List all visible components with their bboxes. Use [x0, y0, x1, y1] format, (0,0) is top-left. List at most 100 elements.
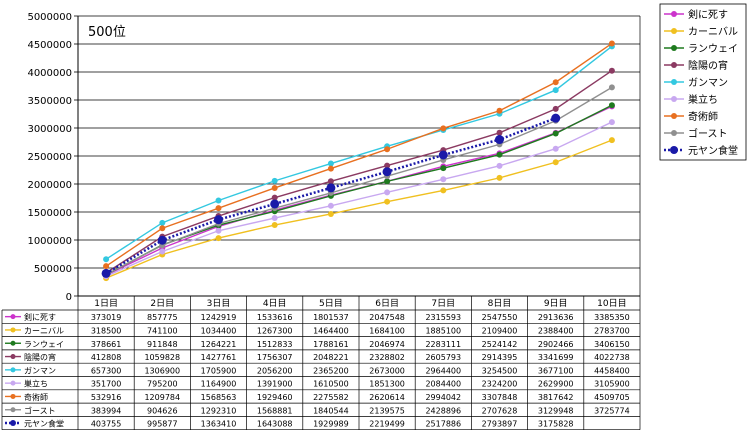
- data-label: 2783700: [594, 326, 630, 335]
- data-point: [552, 159, 559, 166]
- data-label: 995877: [147, 420, 178, 429]
- series-line: [105, 121, 613, 277]
- legend-swatch-marker: [671, 113, 677, 119]
- data-point: [159, 248, 166, 255]
- x-tick-label: 5日目: [319, 298, 343, 309]
- data-point: [496, 129, 503, 136]
- data-point: [438, 150, 448, 160]
- data-label: 1788161: [313, 340, 349, 349]
- data-label: 2673000: [369, 366, 405, 375]
- data-label: 2707628: [482, 406, 518, 415]
- y-tick-label: 1500000: [27, 208, 72, 219]
- data-label: 2620614: [369, 393, 405, 402]
- data-point: [270, 199, 280, 209]
- series-line: [105, 42, 613, 267]
- data-label: 2964400: [425, 366, 461, 375]
- data-label: 1059828: [144, 353, 180, 362]
- data-point: [440, 125, 447, 132]
- data-label: 2109400: [482, 326, 518, 335]
- y-tick-label: 3000000: [27, 124, 72, 135]
- legend-swatch-marker: [671, 45, 677, 51]
- data-point: [327, 165, 334, 172]
- data-point: [496, 162, 503, 169]
- data-point: [382, 167, 392, 177]
- table-row-swatch-marker: [10, 354, 16, 360]
- data-point: [440, 176, 447, 183]
- series-6: [103, 119, 615, 280]
- data-label: 3129948: [538, 406, 574, 415]
- data-point: [214, 215, 223, 225]
- data-point: [157, 235, 167, 245]
- data-point: [608, 102, 615, 109]
- data-label: 3817642: [538, 393, 574, 402]
- legend-swatch-marker: [671, 130, 677, 136]
- data-label: 2428896: [425, 406, 461, 415]
- data-label: 378661: [91, 340, 122, 349]
- data-label: 403755: [91, 420, 122, 429]
- series-7: [103, 40, 615, 270]
- data-label: 2605793: [425, 353, 461, 362]
- data-point: [552, 79, 559, 86]
- data-label: 1391900: [257, 380, 293, 389]
- data-label: 3105900: [594, 380, 630, 389]
- data-label: 3341699: [538, 353, 574, 362]
- data-point: [215, 205, 222, 212]
- table-row-swatch-marker: [10, 380, 16, 386]
- data-label: 1306900: [144, 366, 180, 375]
- data-point: [384, 198, 391, 205]
- data-label: 911848: [147, 340, 178, 349]
- data-point: [384, 189, 391, 196]
- legend-label: ゴースト: [688, 127, 728, 140]
- data-point: [271, 194, 278, 201]
- table-row-label: カーニバル: [24, 326, 64, 335]
- x-tick-label: 9日目: [544, 298, 568, 309]
- data-point: [103, 263, 110, 270]
- data-point: [496, 174, 503, 181]
- table-row-swatch-marker: [10, 340, 16, 346]
- data-label: 1512833: [257, 340, 293, 349]
- data-label: 1209784: [144, 393, 180, 402]
- series-line: [105, 86, 613, 276]
- data-label: 1643088: [257, 420, 293, 429]
- data-label: 1292310: [201, 406, 237, 415]
- y-tick-label: 0: [66, 292, 72, 303]
- data-label: 318500: [91, 326, 122, 335]
- legend-label: 剣に死す: [688, 9, 728, 21]
- legend-label: 巣立ち: [688, 93, 718, 106]
- legend-swatch-marker: [671, 28, 677, 34]
- data-point: [552, 87, 559, 94]
- y-tick-label: 2500000: [27, 152, 72, 163]
- data-point: [552, 145, 559, 152]
- table-row-label: 巣立ち: [24, 379, 48, 389]
- legend-label: 元ヤン食堂: [688, 144, 738, 157]
- x-tick-label: 3日目: [207, 298, 231, 309]
- data-point: [159, 219, 166, 226]
- data-label: 3385350: [594, 313, 630, 322]
- data-point: [103, 256, 110, 263]
- data-point: [608, 67, 615, 74]
- data-label: 2084400: [425, 380, 461, 389]
- table-row-label: ランウェイ: [24, 340, 64, 349]
- data-label: 1929989: [313, 420, 349, 429]
- table-row-swatch-marker: [10, 314, 16, 320]
- data-label: 1568563: [201, 393, 237, 402]
- data-point: [327, 210, 334, 217]
- data-point: [326, 183, 336, 193]
- data-label: 1705900: [201, 366, 237, 375]
- data-label: 2524142: [482, 340, 518, 349]
- data-point: [327, 160, 334, 167]
- data-point: [384, 146, 391, 153]
- data-point: [496, 151, 503, 158]
- data-label: 657300: [91, 366, 122, 375]
- data-label: 1034400: [201, 326, 237, 335]
- data-point: [271, 177, 278, 184]
- data-point: [608, 84, 615, 91]
- data-point: [608, 40, 615, 47]
- table-row-label: 陰陽の宵: [24, 352, 56, 362]
- data-label: 1610500: [313, 380, 349, 389]
- data-point: [384, 178, 391, 185]
- data-point: [552, 130, 559, 137]
- data-label: 1242919: [201, 313, 237, 322]
- data-point: [271, 184, 278, 191]
